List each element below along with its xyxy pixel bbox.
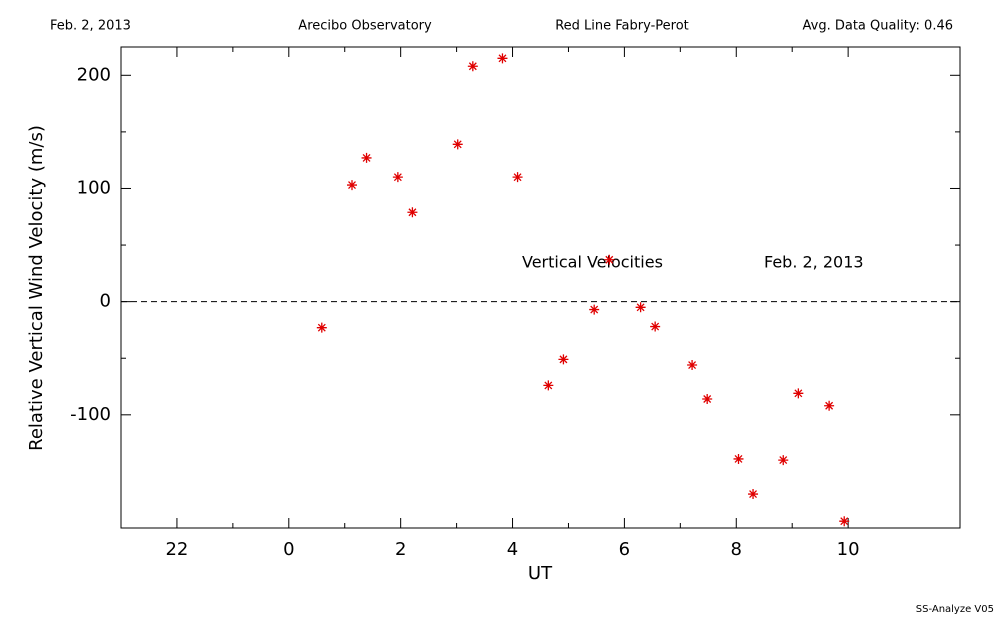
- x-tick-label: 10: [837, 539, 860, 560]
- plot-frame: [120, 46, 961, 529]
- x-tick-label: 8: [731, 539, 742, 560]
- point: [316, 322, 327, 333]
- point: [650, 321, 661, 332]
- point: [687, 360, 698, 371]
- x-tick-label: 2: [395, 539, 406, 560]
- x-tick-label: 0: [283, 539, 294, 560]
- point: [824, 400, 835, 411]
- point: [497, 53, 508, 64]
- point: [467, 61, 478, 72]
- x-tick-label: 6: [619, 539, 630, 560]
- point: [452, 139, 463, 150]
- x-tick-label: 22: [165, 539, 188, 560]
- point: [347, 180, 358, 191]
- footer: SS-Analyze V05: [916, 604, 994, 615]
- point: [748, 489, 759, 500]
- y-tick-label: 0: [100, 291, 111, 312]
- y-tick-label: 100: [77, 177, 111, 198]
- y-tick-label: -100: [70, 404, 111, 425]
- point: [361, 152, 372, 163]
- point: [702, 393, 713, 404]
- point: [407, 207, 418, 218]
- annotation: Vertical Velocities: [522, 253, 663, 272]
- header-site: Arecibo Observatory: [298, 19, 432, 34]
- annotation: Feb. 2, 2013: [764, 253, 864, 272]
- point: [635, 302, 646, 313]
- point: [512, 172, 523, 183]
- y-tick-label: 200: [77, 64, 111, 85]
- point: [733, 453, 744, 464]
- header-instrument: Red Line Fabry-Perot: [555, 19, 689, 34]
- point: [589, 304, 600, 315]
- point: [604, 254, 615, 265]
- point: [839, 516, 850, 527]
- point: [543, 380, 554, 391]
- header-quality: Avg. Data Quality: 0.46: [803, 19, 953, 34]
- x-tick-label: 4: [507, 539, 518, 560]
- point: [778, 455, 789, 466]
- point: [558, 354, 569, 365]
- header-date: Feb. 2, 2013: [50, 19, 131, 34]
- y-axis-label: Relative Vertical Wind Velocity (m/s): [26, 125, 47, 451]
- x-axis-label: UT: [528, 563, 553, 584]
- point: [392, 172, 403, 183]
- point: [793, 388, 804, 399]
